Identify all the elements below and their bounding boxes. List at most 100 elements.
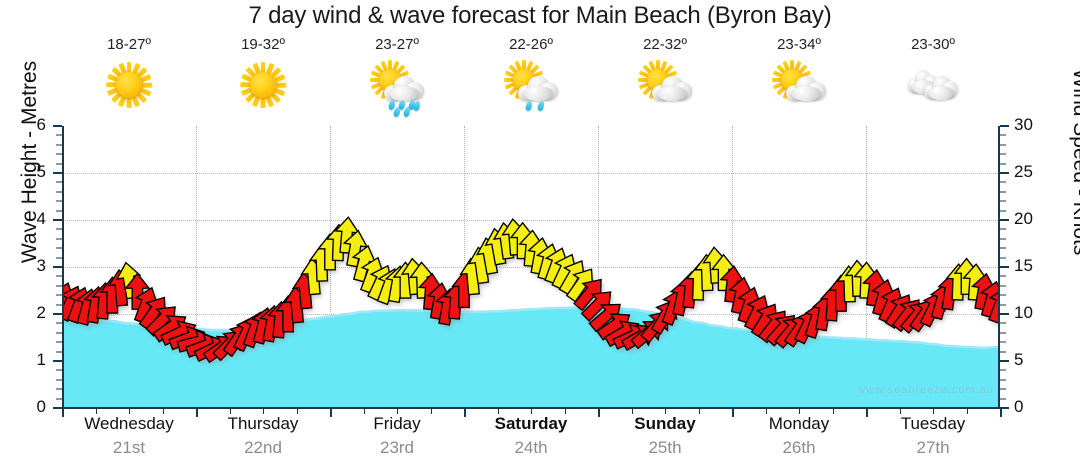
- right-minor-tick: [1000, 256, 1006, 259]
- bottom-minor-tick: [933, 408, 934, 414]
- gridline-h: [62, 173, 1000, 174]
- right-tick-label: 25: [1014, 162, 1033, 181]
- gridline-v: [598, 126, 599, 408]
- day-date: 21st: [112, 438, 146, 457]
- left-tick-label: 3: [36, 256, 46, 275]
- bottom-day-tick: [866, 408, 868, 417]
- bottom-minor-tick: [296, 408, 298, 414]
- left-tick-label: 6: [36, 115, 46, 134]
- left-minor-tick: [56, 237, 62, 240]
- day-label-friday: Friday 23rd: [330, 412, 464, 472]
- right-minor-tick: [1000, 331, 1006, 334]
- left-tick-label: 0: [36, 397, 46, 416]
- wind-arrow-layer: [62, 216, 1000, 364]
- left-minor-tick: [56, 284, 62, 287]
- temperature-range: 19-32º: [241, 36, 285, 53]
- bottom-minor-tick: [966, 408, 968, 414]
- right-minor-tick: [1000, 284, 1006, 287]
- wave-area-line: [62, 306, 1000, 350]
- bottom-day-tick: [598, 408, 600, 417]
- right-minor-tick: [1000, 341, 1006, 344]
- bottom-minor-tick: [698, 408, 700, 414]
- day-date: 26th: [782, 438, 816, 457]
- bottom-minor-tick: [899, 408, 901, 414]
- left-minor-tick: [56, 190, 62, 193]
- bottom-day-tick: [62, 408, 64, 417]
- left-axis-line: [62, 126, 64, 409]
- right-tick-label: 30: [1014, 115, 1033, 134]
- day-label-tuesday: Tuesday 27th: [866, 412, 1000, 472]
- bottom-day-tick: [464, 408, 466, 417]
- right-tick: [1000, 407, 1009, 409]
- left-tick: [53, 360, 62, 362]
- day-header-sunday: 22-32º: [598, 36, 732, 122]
- right-axis-line: [998, 126, 1000, 409]
- left-minor-tick: [56, 200, 62, 203]
- left-minor-tick: [56, 228, 62, 231]
- right-minor-tick: [1000, 303, 1006, 306]
- left-tick: [53, 219, 62, 221]
- left-minor-tick: [56, 341, 62, 344]
- day-header-monday: 23-34º: [732, 36, 866, 122]
- bottom-day-tick: [732, 408, 734, 417]
- left-minor-tick: [56, 331, 62, 334]
- wind-arrows: [62, 216, 1000, 364]
- day-name: Monday: [768, 414, 830, 433]
- day-date: 27th: [916, 438, 950, 457]
- bottom-minor-tick: [430, 408, 432, 414]
- left-minor-tick: [56, 134, 62, 137]
- right-tick-label: 5: [1014, 350, 1024, 369]
- day-date: 25th: [648, 438, 682, 457]
- sunny-icon: [232, 56, 294, 114]
- right-minor-tick: [1000, 134, 1006, 137]
- left-tick: [53, 313, 62, 315]
- temperature-range: 23-30º: [911, 36, 955, 53]
- left-tick-label: 4: [36, 209, 46, 228]
- day-header-strip: 18-27º 19-32º 23-27º 22-26º 22-32º 23-34º 23-3…: [62, 36, 1000, 122]
- right-tick-label: 0: [1014, 397, 1024, 416]
- bottom-minor-tick: [397, 408, 398, 414]
- gridline-h: [62, 267, 1000, 268]
- day-name: Thursday: [227, 414, 299, 433]
- right-minor-tick: [1000, 162, 1006, 165]
- gridline-h: [62, 220, 1000, 221]
- temperature-range: 22-32º: [643, 36, 687, 53]
- watermark: www.seabreeze.com.au: [857, 384, 994, 396]
- left-minor-tick: [56, 247, 62, 250]
- temperature-range: 23-27º: [375, 36, 419, 53]
- right-tick: [1000, 266, 1009, 268]
- day-date: 23rd: [379, 438, 415, 457]
- day-label-thursday: Thursday 22nd: [196, 412, 330, 472]
- day-date: 22nd: [244, 438, 282, 457]
- day-name: Saturday: [494, 414, 568, 433]
- right-tick: [1000, 219, 1009, 221]
- right-minor-tick: [1000, 237, 1006, 240]
- bottom-day-tick: [1000, 408, 1002, 417]
- day-label-strip: Wednesday 21st Thursday 22nd Friday 23rd Satur…: [62, 412, 1000, 472]
- right-tick-label: 20: [1014, 209, 1033, 228]
- sun-cloud-rain-light-icon: [500, 56, 562, 114]
- day-name: Friday: [373, 414, 421, 433]
- bottom-minor-tick: [229, 408, 231, 414]
- day-label-saturday: Saturday 24th: [464, 412, 598, 472]
- right-minor-tick: [1000, 209, 1006, 212]
- right-minor-tick: [1000, 350, 1006, 353]
- right-minor-tick: [1000, 378, 1006, 381]
- left-tick-label: 2: [36, 303, 46, 322]
- day-header-wednesday: 18-27º: [62, 36, 196, 122]
- right-minor-tick: [1000, 228, 1006, 231]
- temperature-range: 22-26º: [509, 36, 553, 53]
- page-title: 7 day wind & wave forecast for Main Beac…: [248, 2, 832, 29]
- day-header-friday: 23-27º: [330, 36, 464, 122]
- right-minor-tick: [1000, 181, 1006, 184]
- right-minor-tick: [1000, 294, 1006, 297]
- plot-clip: www.seabreeze.com.au: [62, 126, 1000, 408]
- day-header-tuesday: 23-30º: [866, 36, 1000, 122]
- sun-cloud-icon: [634, 56, 696, 114]
- bottom-day-tick: [196, 408, 198, 417]
- left-minor-tick: [56, 397, 62, 400]
- left-minor-tick: [56, 303, 62, 306]
- right-minor-tick: [1000, 275, 1006, 278]
- bottom-minor-tick: [799, 408, 800, 414]
- left-tick: [53, 407, 62, 409]
